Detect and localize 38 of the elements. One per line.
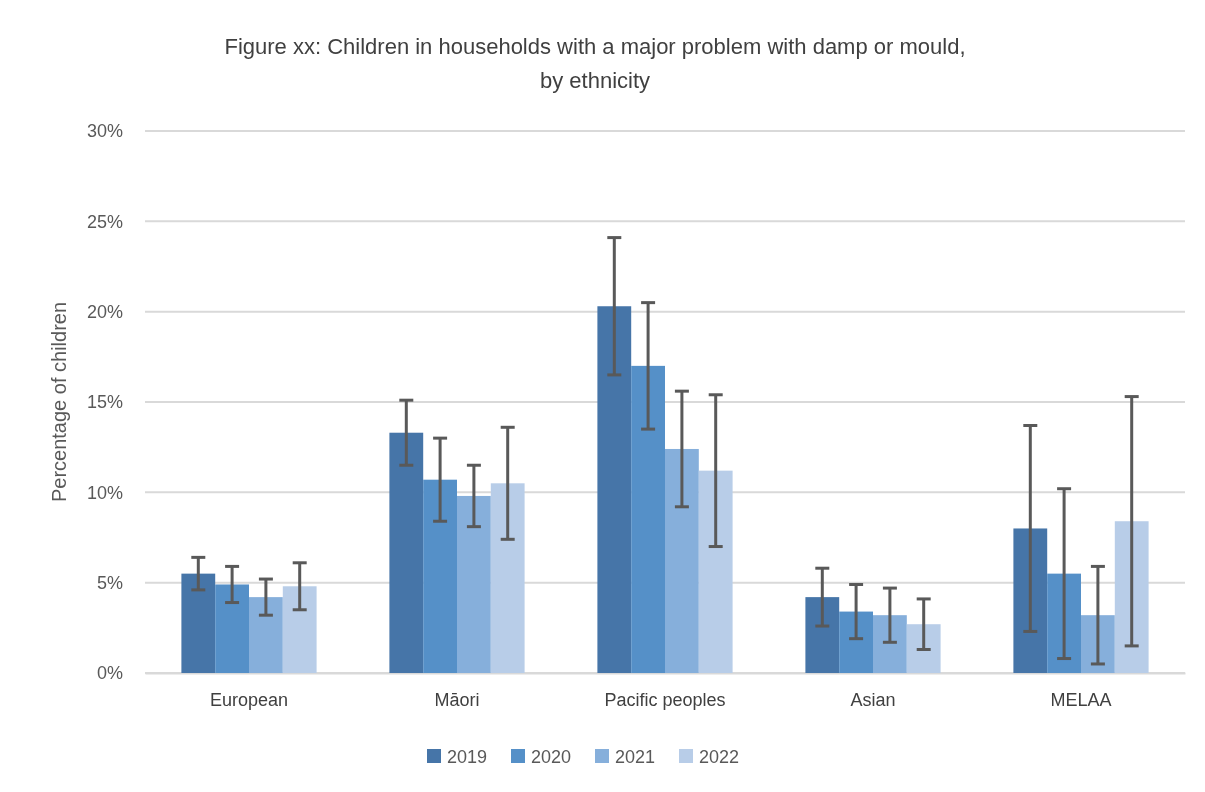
bar: [181, 573, 216, 673]
x-tick-label: Māori: [434, 689, 480, 710]
y-tick-label: 30%: [86, 121, 123, 142]
bar: [389, 432, 424, 673]
y-tick-label: 20%: [86, 301, 123, 322]
bar: [1114, 521, 1149, 673]
bar: [1081, 615, 1115, 673]
bar: [665, 448, 699, 673]
bar: [282, 586, 317, 673]
legend-label: 2020: [531, 747, 572, 767]
y-tick-label: 0%: [96, 663, 123, 684]
x-tick-label: MELAA: [1050, 689, 1112, 710]
bar: [215, 584, 249, 673]
y-axis-title: Percentage of children: [48, 301, 70, 503]
bar: [698, 470, 733, 673]
bar: [805, 597, 840, 673]
legend-label: 2019: [447, 747, 488, 767]
bar: [631, 365, 665, 673]
bar: [597, 306, 632, 673]
bar: [490, 483, 525, 673]
bar: [457, 495, 491, 673]
y-tick-label: 5%: [96, 572, 123, 593]
bar: [839, 611, 873, 673]
x-tick-label: Asian: [850, 689, 896, 710]
y-tick-label: 10%: [86, 482, 123, 503]
legend-label: 2022: [699, 747, 740, 767]
bar: [906, 624, 941, 673]
chart-title: Figure xx: Children in households with a major problem with damp or mould, by ethnicity: [224, 34, 966, 93]
legend-label: 2021: [615, 747, 656, 767]
x-tick-label: European: [209, 689, 289, 710]
bar: [873, 615, 907, 673]
bar: [1013, 528, 1048, 673]
bar: [1047, 573, 1081, 673]
bar: [423, 479, 457, 673]
y-tick-label: 25%: [86, 211, 123, 232]
x-tick-label: Pacific peoples: [604, 689, 726, 710]
bar: [249, 597, 283, 673]
y-tick-label: 15%: [86, 392, 123, 413]
